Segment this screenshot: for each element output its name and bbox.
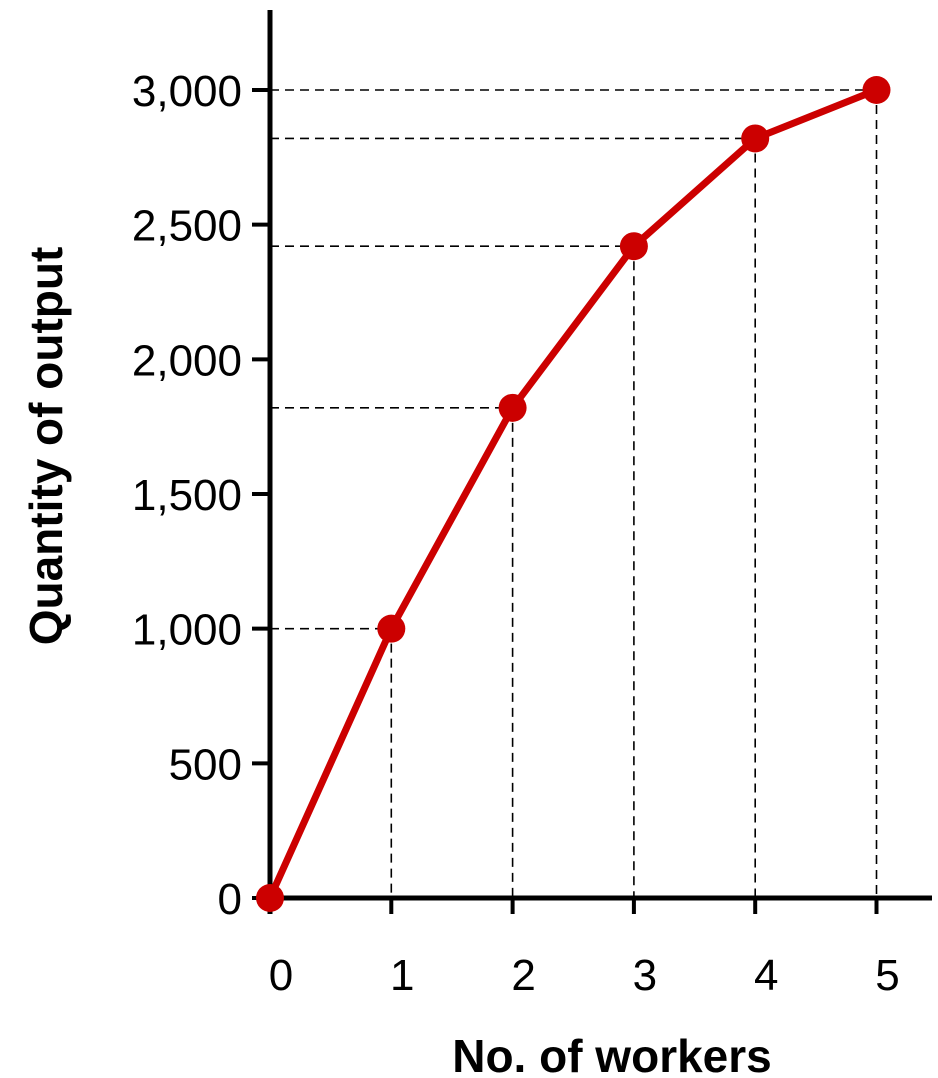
data-point-marker <box>619 232 648 261</box>
x-tick-label: 4 <box>754 951 778 1000</box>
axis-ticks <box>252 88 879 914</box>
x-tick-label: 1 <box>390 951 414 1000</box>
data-point-marker <box>741 124 770 153</box>
y-axis-title: Quantity of output <box>20 247 72 646</box>
x-tick-label: 3 <box>633 951 657 1000</box>
data-point-marker <box>498 393 527 422</box>
y-tick-label: 3,000 <box>132 67 242 116</box>
y-tick-label: 0 <box>218 875 242 924</box>
y-tick-label: 1,000 <box>132 606 242 655</box>
x-axis-title: No. of workers <box>452 1030 772 1078</box>
x-tick-label: 2 <box>511 951 535 1000</box>
x-tick-label: 5 <box>875 951 899 1000</box>
dashed-guides <box>270 89 878 898</box>
tick-labels: 0 500 1,000 1,500 2,000 2,500 3,000 0 1 2 3 4 5 <box>132 67 900 1000</box>
y-tick-label: 1,500 <box>132 471 242 520</box>
y-tick-label: 2,500 <box>132 202 242 251</box>
x-tick-label: 0 <box>269 951 293 1000</box>
y-tick-label: 2,000 <box>132 336 242 385</box>
y-tick-label: 500 <box>169 740 242 789</box>
output-series-line <box>266 86 880 902</box>
data-point-marker <box>256 884 284 912</box>
data-markers <box>256 76 891 912</box>
data-point-marker <box>862 76 891 104</box>
data-point-marker <box>377 614 406 643</box>
